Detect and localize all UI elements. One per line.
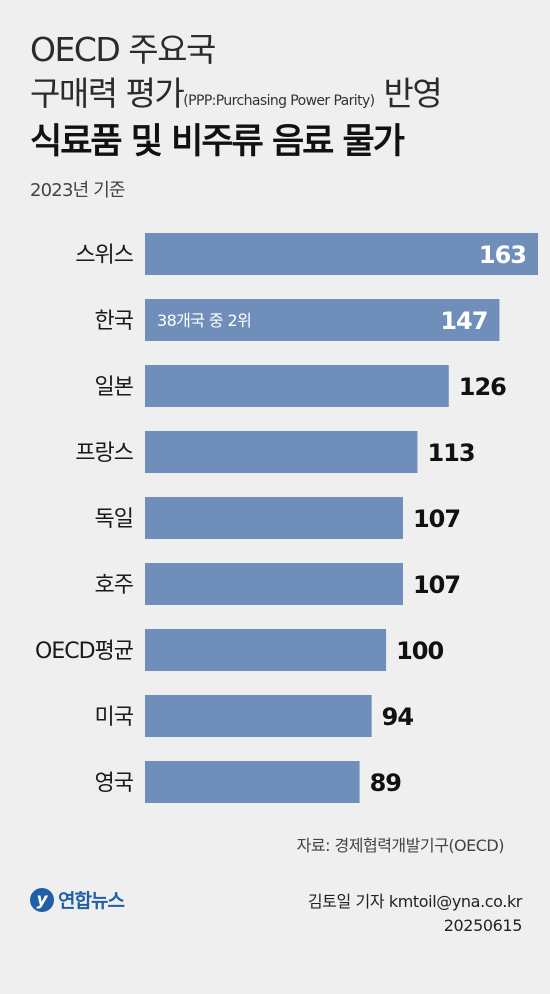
category-label: 스위스 bbox=[75, 243, 133, 268]
bar-7 bbox=[145, 695, 372, 737]
title-line-1-text: OECD 주요국 bbox=[30, 30, 216, 69]
logo-text: 연합뉴스 bbox=[58, 890, 125, 912]
bar-1 bbox=[145, 299, 500, 341]
bar-6 bbox=[145, 629, 387, 671]
value-label: 163 bbox=[479, 241, 526, 269]
title-line-2: 구매력 평가(PPP:Purchasing Power Parity) 반영 bbox=[30, 74, 443, 121]
credit-block: 김토일 기자 kmtoil@yna.co.kr 20250615 bbox=[307, 890, 523, 938]
bar-3 bbox=[145, 431, 418, 473]
category-label: 독일 bbox=[95, 507, 133, 532]
value-label: 94 bbox=[382, 703, 414, 731]
value-label: 147 bbox=[440, 307, 487, 335]
bar-5 bbox=[145, 563, 403, 605]
category-label: 프랑스 bbox=[75, 441, 133, 466]
category-label: OECD평균 bbox=[35, 639, 134, 664]
category-label: 영국 bbox=[95, 771, 134, 796]
value-label: 107 bbox=[413, 505, 460, 533]
value-label: 113 bbox=[427, 439, 474, 467]
bar-annotation: 38개국 중 2위 bbox=[157, 311, 251, 330]
title-line-2-small: (PPP:Purchasing Power Parity) bbox=[183, 93, 375, 109]
chart-subtitle: 2023년 기준 bbox=[30, 180, 126, 201]
bar-0 bbox=[145, 233, 538, 275]
category-label: 한국 bbox=[95, 309, 134, 334]
title-line-2-end: 반영 bbox=[383, 74, 443, 113]
category-label: 일본 bbox=[95, 375, 134, 400]
logo-mark-icon: y bbox=[30, 887, 54, 912]
value-label: 89 bbox=[370, 769, 402, 797]
publisher-logo: y 연합뉴스 bbox=[30, 886, 125, 913]
author-credit: 김토일 기자 kmtoil@yna.co.kr bbox=[307, 892, 523, 911]
title-line-1: OECD 주요국 bbox=[30, 30, 216, 70]
bar-4 bbox=[145, 497, 403, 539]
value-label: 107 bbox=[413, 571, 460, 599]
bar-8 bbox=[145, 761, 360, 803]
bar-2 bbox=[145, 365, 449, 407]
value-label: 100 bbox=[396, 637, 443, 665]
category-label: 미국 bbox=[95, 705, 134, 730]
category-label: 호주 bbox=[95, 573, 134, 598]
value-label: 126 bbox=[459, 373, 506, 401]
chart-title-text: 식료품 및 비주류 음료 물가 bbox=[30, 122, 405, 162]
chart-title: 식료품 및 비주류 음료 물가 bbox=[30, 122, 405, 162]
title-line-2-main: 구매력 평가 bbox=[30, 74, 185, 113]
source-note: 자료: 경제협력개발기구(OECD) bbox=[296, 836, 505, 855]
publish-date: 20250615 bbox=[443, 916, 523, 935]
